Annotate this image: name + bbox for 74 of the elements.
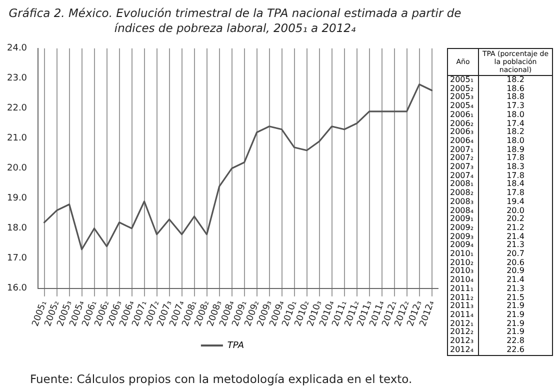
category-label: 2007₂ [450,153,474,162]
category-label: 2012₄ [450,344,474,354]
category-label: 2008₂ [450,188,474,198]
y-tick-label: 24.0 [6,44,28,54]
y-tick-label: 19.0 [6,194,28,204]
text: 17.3 [506,101,524,110]
x-tick-label: 2012₄ [418,299,437,328]
y-tick-label: 20.0 [6,164,28,174]
category-label: 2008₃ [450,196,474,206]
source-note: Fuente: Cálculos propios con la metodología explicada en el texto. [30,372,412,386]
text: 18.6 [506,84,524,93]
text: 20.9 [506,266,524,276]
text: 21.4 [506,275,524,284]
text: 20.7 [506,249,524,258]
y-tick-label: 21.0 [6,134,28,144]
text: 17.4 [506,118,524,128]
y-tick-label: 22.0 [6,104,28,114]
text: 21.4 [506,232,524,241]
text: 21.9 [506,318,524,328]
category-label: 2011₂ [450,292,474,302]
text: 21.3 [506,240,524,250]
text: 21.9 [506,301,524,310]
category-label: 2010₃ [450,266,474,276]
text: 18.2 [506,75,524,84]
y-tick-label: 23.0 [6,74,28,84]
text: 20.0 [506,206,524,215]
category-label: 2006₁ [450,110,474,119]
legend-label: TPA [227,340,244,351]
text: 18.3 [506,162,524,172]
text: 21.3 [506,284,524,293]
category-label: 2009₄ [450,240,474,250]
text: 19.4 [506,196,524,206]
category-label: 2005₁ [450,75,474,84]
category-label: 2007₄ [450,170,474,180]
text: 18.2 [506,127,524,136]
y-tick-label: 17.0 [6,254,28,264]
text: 18.0 [506,136,524,145]
y-tick-label: 18.0 [6,224,28,234]
category-label: 2010₄ [450,275,474,284]
category-label: 2005₄ [450,101,474,110]
category-label: 2012₃ [450,336,474,346]
text: 21.9 [506,310,524,319]
category-label: 2009₃ [450,232,474,241]
category-label: 2012₂ [450,327,474,336]
category-label: 2010₂ [450,258,474,267]
category-label: 2009₂ [450,222,474,232]
y-tick-label: 16.0 [6,284,28,294]
text: 18.0 [506,110,524,119]
text: 17.8 [506,188,524,198]
category-label: 2009₁ [450,214,474,224]
text: 21.9 [506,327,524,336]
category-label: 2006₄ [450,136,474,145]
text: 21.2 [506,222,524,232]
chart-title: Gráfica 2. México. Evolución trimestral de la TPA nacional estimada a partir de índices de pobreza laboral, 2005₁ a 2012₄ [8,6,462,36]
text: 21.5 [506,292,524,302]
category-label: 2006₂ [450,118,474,128]
category-label: 2010₁ [450,249,474,258]
category-label: 2007₃ [450,162,474,172]
category-label: 2005₂ [450,84,474,93]
text: 18.4 [506,179,524,188]
category-label: 2011₁ [450,284,474,293]
text: 20.2 [506,214,524,224]
text: 17.8 [506,153,524,162]
text: 17.8 [506,170,524,180]
category-label: 2006₃ [450,127,474,136]
category-label: 2008₁ [450,179,474,188]
category-label: 2008₄ [450,206,474,215]
text: 22.8 [506,336,524,346]
text: 18.9 [506,144,524,154]
text: 18.8 [506,92,524,102]
category-label: 2005₃ [450,92,474,102]
category-label: 2007₁ [450,144,474,154]
text: 20.6 [506,258,524,267]
text: 22.6 [506,344,524,354]
